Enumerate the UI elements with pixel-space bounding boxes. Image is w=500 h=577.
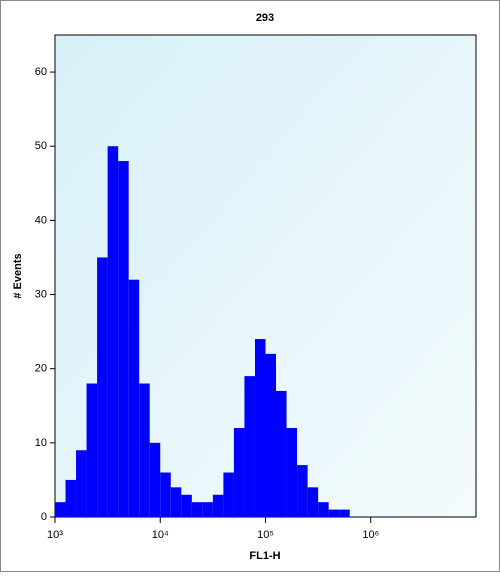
bar (276, 390, 287, 517)
bar (76, 450, 87, 517)
bar (97, 257, 108, 517)
bar (86, 383, 98, 517)
bar (286, 428, 298, 517)
bar (128, 279, 140, 517)
bar (212, 494, 224, 517)
bar (297, 465, 308, 517)
bar (55, 502, 66, 517)
bar (118, 161, 129, 518)
bar (328, 509, 340, 517)
x-tick-label: 10⁶ (362, 529, 379, 541)
x-tick-label: 10⁴ (152, 529, 169, 541)
bar (191, 502, 203, 517)
bar (170, 487, 182, 517)
y-axis-label: # Events (12, 253, 24, 298)
bar (181, 494, 192, 517)
bar (160, 472, 171, 517)
bar (223, 472, 234, 517)
bar (65, 479, 77, 517)
bar (254, 339, 266, 517)
x-tick-label: 10³ (47, 529, 63, 541)
bar (339, 509, 350, 517)
y-tick-label: 30 (35, 288, 47, 300)
bar (307, 487, 319, 517)
y-tick-label: 50 (35, 140, 47, 152)
y-tick-label: 0 (41, 511, 47, 523)
bar (265, 353, 277, 517)
bar (244, 376, 255, 517)
bar (149, 442, 161, 517)
bar (139, 383, 150, 517)
bar (107, 146, 119, 517)
x-axis-label: FL1-H (249, 550, 280, 562)
y-tick-label: 40 (35, 214, 47, 226)
y-tick-label: 20 (35, 363, 47, 375)
y-tick-label: 60 (35, 66, 47, 78)
bar (318, 502, 329, 517)
bar (233, 428, 245, 517)
y-tick-label: 10 (35, 437, 47, 449)
chart-title: 293 (256, 12, 274, 24)
x-tick-label: 10⁵ (257, 529, 274, 541)
bar (202, 502, 213, 517)
